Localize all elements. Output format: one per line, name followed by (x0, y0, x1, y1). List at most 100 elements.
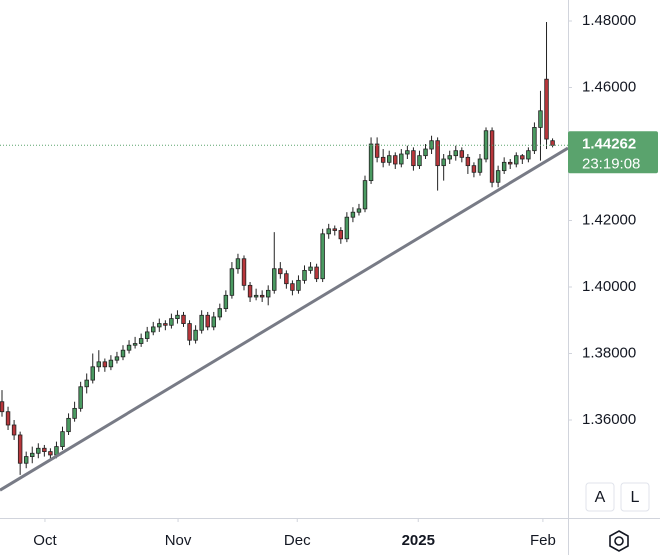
candle-body (259, 294, 265, 298)
candle-body (187, 323, 192, 341)
candle-body (169, 318, 174, 326)
candle-body (495, 170, 501, 183)
candle-body (272, 268, 277, 291)
candle-body (296, 279, 301, 291)
trendline (0, 146, 569, 492)
candle-body (235, 258, 241, 270)
candle-body (42, 447, 47, 452)
candle-body (132, 343, 138, 346)
candle-body (380, 156, 386, 163)
y-tick-label: 1.36000 (582, 411, 636, 428)
candle-body (90, 366, 95, 381)
settings-icon (609, 530, 629, 552)
candle-body (144, 331, 150, 339)
y-tick-label: 1.42000 (582, 211, 636, 228)
candle-body (17, 434, 23, 464)
candle-body (223, 294, 229, 310)
candle-body (36, 447, 41, 454)
settings-icon (614, 536, 624, 546)
candle-body (453, 150, 458, 157)
candle-body (368, 143, 374, 182)
candle-body (302, 269, 307, 281)
candle-body (520, 155, 525, 160)
scale-button[interactable]: A (585, 482, 615, 512)
candle-body (30, 452, 35, 457)
candle-body (308, 266, 313, 271)
candle-body (399, 153, 404, 165)
settings-button[interactable] (609, 530, 629, 552)
candle-body (465, 156, 471, 167)
candle-body (211, 316, 216, 328)
candle-body (247, 284, 253, 298)
candle-body (163, 323, 168, 326)
candle-body (514, 155, 519, 165)
candle-body (532, 127, 537, 152)
y-tick-label: 1.40000 (582, 278, 636, 295)
candle-body (229, 268, 235, 296)
candle-body (278, 268, 283, 275)
candle-body (157, 323, 162, 328)
candle-body (265, 289, 271, 298)
candle-body (332, 228, 337, 231)
candle-body (508, 161, 513, 165)
candle-body (326, 228, 331, 235)
candle-body (84, 379, 89, 388)
candle-body (23, 456, 29, 464)
candle-body (138, 338, 144, 344)
candle-body (181, 314, 186, 324)
candle-body (120, 349, 126, 358)
candle-body (72, 407, 77, 419)
candle-body (66, 417, 71, 433)
candle-body (350, 211, 356, 218)
candle-body (423, 148, 428, 157)
last-price-box (568, 131, 658, 174)
candle-body (338, 230, 344, 240)
candle-body (362, 180, 368, 210)
candle-body (11, 424, 17, 436)
candle-body (253, 294, 259, 298)
candle-body (175, 314, 180, 320)
candle-body (405, 150, 410, 155)
candle-body (126, 344, 132, 351)
candle-body (386, 155, 392, 163)
candle-body (151, 326, 156, 333)
candle-body (320, 233, 325, 280)
candle-body (538, 110, 543, 128)
candle-body (284, 273, 289, 285)
candle-body (393, 155, 398, 165)
candle-body (411, 150, 416, 167)
scale-button[interactable]: L (620, 482, 650, 512)
candle-body (501, 161, 507, 172)
candle-body (193, 329, 198, 341)
candle-body (108, 359, 114, 368)
y-tick-label: 1.38000 (582, 344, 636, 361)
button-label: A (595, 489, 606, 506)
candle-body (435, 140, 440, 167)
candle-body (417, 155, 422, 167)
candle-body (48, 451, 53, 456)
candle-body (5, 411, 11, 426)
candle-body (489, 130, 495, 183)
candle-body (459, 150, 465, 158)
candle-body (78, 386, 83, 409)
candle-body (441, 158, 446, 167)
candle-body (356, 208, 362, 213)
candle-body (314, 266, 319, 280)
y-tick-label: 1.46000 (582, 78, 636, 95)
x-tick-label: 2025 (402, 532, 435, 549)
candle-body (471, 165, 477, 173)
candle-body (217, 308, 223, 318)
button-label: L (631, 489, 640, 506)
candle-body (102, 361, 108, 368)
countdown: 23:19:08 (582, 155, 640, 172)
x-tick-label: Dec (284, 532, 311, 549)
candle-body (0, 401, 5, 413)
last-price-label: 1.44262 (582, 135, 636, 152)
x-tick-label: Feb (530, 532, 556, 549)
x-tick-label: Oct (33, 532, 57, 549)
candle-body (60, 431, 65, 448)
y-tick-label: 1.48000 (582, 12, 636, 29)
button-box (620, 482, 650, 512)
candle-body (477, 158, 483, 173)
